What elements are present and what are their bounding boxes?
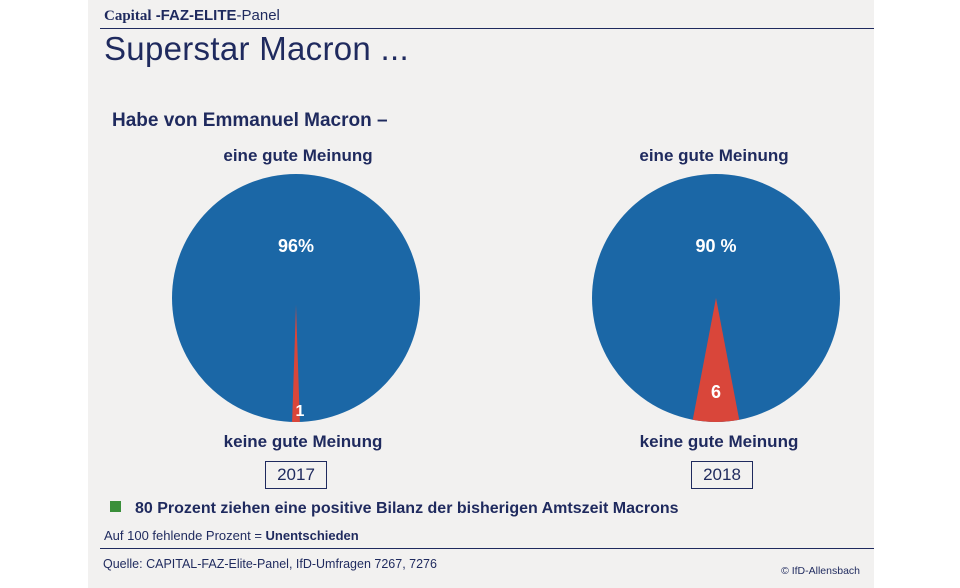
year-box-2018: 2018: [691, 461, 753, 489]
pie-2018-label-positive: 90 %: [695, 236, 736, 256]
footer-rule: [100, 548, 874, 549]
copyright-text: © IfD-Allensbach: [781, 565, 860, 577]
note-value: Unentschieden: [265, 528, 359, 543]
legend-swatch: [110, 501, 121, 512]
pie-2017-top-label: eine gute Meinung: [223, 146, 373, 165]
brand-panel: -Panel: [236, 7, 280, 24]
page-title: Superstar Macron ...: [104, 30, 409, 67]
pie-2017-label-negative: 1: [296, 403, 305, 420]
pie-2017-slice-negative: [292, 305, 300, 423]
pie-2018-bottom-label: keine gute Meinung: [639, 432, 799, 451]
note: Auf 100 fehlende Prozent = Unentschieden: [104, 528, 359, 543]
legend: 80 Prozent ziehen eine positive Bilanz d…: [110, 500, 679, 518]
pie-2017: 96% 1: [172, 174, 420, 423]
brand-faz-elite: -FAZ-ELITE: [155, 7, 237, 24]
pie-2018-top-label: eine gute Meinung: [639, 146, 789, 165]
pie-2018-slice-negative: [692, 298, 740, 422]
year-box-2017: 2017: [265, 461, 327, 489]
brand-header: Capital -FAZ-ELITE-Panel: [104, 7, 280, 25]
brand-capital: Capital: [104, 8, 152, 24]
pie-2017-bottom-label: keine gute Meinung: [223, 432, 383, 451]
note-prefix: Auf 100 fehlende Prozent =: [104, 528, 266, 543]
pie-2018: 90 % 6: [592, 174, 840, 422]
chart-subtitle: Habe von Emmanuel Macron –: [112, 110, 388, 131]
legend-text: 80 Prozent ziehen eine positive Bilanz d…: [135, 500, 679, 517]
pie-2018-label-negative: 6: [711, 382, 721, 402]
pie-2017-slice-positive: [172, 174, 420, 422]
header-rule: [100, 28, 874, 29]
pie-2017-label-positive: 96%: [278, 236, 314, 256]
source-text: Quelle: CAPITAL-FAZ-Elite-Panel, IfD-Umf…: [103, 557, 437, 571]
